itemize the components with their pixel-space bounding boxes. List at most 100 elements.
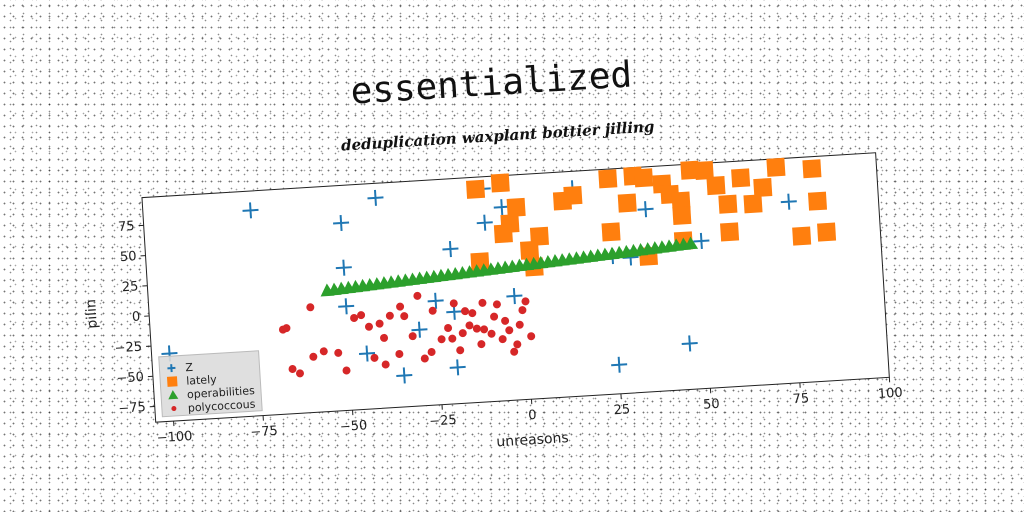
axis-ticks: −100 −75 −50 −25 0 25 50 75 100 −75 −50 −25 0 25 50 75: [114, 219, 903, 446]
point-plus: [333, 214, 350, 232]
legend-item-label: operabilities: [187, 384, 256, 401]
x-axis-label: unreasons: [496, 430, 569, 450]
point-plus: [427, 292, 444, 309]
point-circle: [413, 291, 422, 300]
legend-box: [158, 350, 263, 418]
point-circle: [288, 364, 297, 373]
point-circle: [437, 335, 446, 344]
point-circle: [492, 300, 501, 309]
point-circle: [278, 325, 287, 334]
point-circle: [380, 333, 389, 342]
point-plus: [411, 321, 428, 338]
legend-marker: [171, 406, 177, 412]
point-square: [766, 157, 786, 177]
point-plus: [449, 359, 466, 376]
point-circle: [518, 306, 527, 315]
point-circle: [461, 307, 470, 316]
point-circle: [385, 311, 394, 320]
x-tick-label: −100: [156, 429, 193, 446]
point-square: [807, 191, 828, 211]
point-circle: [375, 319, 384, 328]
point-circle: [515, 320, 524, 329]
point-square: [694, 160, 714, 181]
point-plus: [681, 335, 698, 352]
point-plus: [442, 240, 459, 258]
legend-item-label: Z: [185, 361, 194, 374]
point-square: [563, 185, 583, 206]
point-circle: [350, 313, 359, 322]
x-tick-label: 0: [528, 408, 537, 423]
point-square: [802, 159, 822, 179]
point-circle: [521, 297, 530, 306]
x-tick-label: −25: [429, 413, 457, 430]
point-square: [601, 222, 621, 242]
point-plus: [780, 193, 797, 210]
point-square: [792, 226, 812, 246]
point-square: [720, 222, 740, 242]
point-plus: [693, 232, 710, 250]
point-circle: [295, 369, 304, 378]
point-circle: [306, 303, 315, 312]
point-circle: [357, 311, 366, 320]
point-circle: [468, 309, 477, 318]
point-square: [672, 205, 692, 226]
plot-area: −100 −75 −50 −25 0 25 50 75 100−75−50−250255075 …: [83, 152, 903, 450]
point-circle: [364, 322, 373, 331]
point-plus: [338, 298, 355, 315]
point-plus: [358, 345, 376, 362]
data-points: [161, 157, 837, 384]
point-circle: [487, 329, 496, 338]
y-tick-label: 50: [120, 249, 137, 265]
point-square: [598, 169, 618, 189]
legend-marker: [168, 390, 179, 400]
point-circle: [480, 325, 489, 334]
chart-subtitle: deduplication waxplant bottier jilling: [341, 117, 655, 154]
point-circle: [527, 332, 536, 341]
point-square: [490, 173, 510, 193]
x-tick-label: 75: [792, 391, 809, 407]
point-circle: [370, 353, 379, 362]
x-tick-label: 25: [613, 402, 630, 418]
point-circle: [478, 298, 487, 307]
point-circle: [505, 326, 514, 335]
x-tick-label: −75: [250, 424, 278, 441]
point-plus: [476, 214, 493, 231]
point-circle: [458, 329, 467, 338]
point-circle: [395, 349, 404, 358]
point-plus: [335, 259, 352, 276]
point-square: [617, 193, 637, 213]
point-square: [671, 191, 691, 211]
y-tick-label: −50: [116, 370, 144, 387]
point-square: [706, 175, 726, 196]
legend-item-label: lately: [186, 373, 218, 388]
legend-item-label: polycoccous: [188, 398, 257, 415]
point-square: [465, 179, 486, 199]
point-plus: [242, 202, 259, 219]
x-tick-label: 50: [703, 397, 720, 413]
point-plus: [367, 189, 384, 206]
point-square: [680, 160, 700, 180]
point-square: [743, 194, 763, 214]
point-square: [529, 226, 549, 246]
point-circle: [427, 347, 436, 356]
point-circle: [472, 324, 481, 333]
point-square: [506, 197, 526, 217]
point-circle: [477, 340, 486, 349]
point-circle: [420, 354, 429, 363]
point-circle: [408, 332, 417, 341]
y-tick-label: 25: [121, 279, 138, 295]
point-circle: [498, 335, 507, 344]
y-tick-label: 0: [132, 309, 141, 324]
legend-marker: [167, 364, 176, 373]
point-circle: [501, 316, 510, 325]
y-tick-label: 75: [118, 219, 135, 235]
y-tick-label: −75: [118, 400, 146, 417]
y-tick-label: −25: [114, 340, 142, 357]
point-plus: [637, 201, 654, 218]
chart-title: essentialized: [349, 54, 633, 112]
point-plus: [611, 356, 628, 373]
point-square: [753, 177, 773, 198]
point-triangle: [684, 236, 699, 250]
point-circle: [444, 323, 453, 332]
point-circle: [510, 347, 519, 356]
